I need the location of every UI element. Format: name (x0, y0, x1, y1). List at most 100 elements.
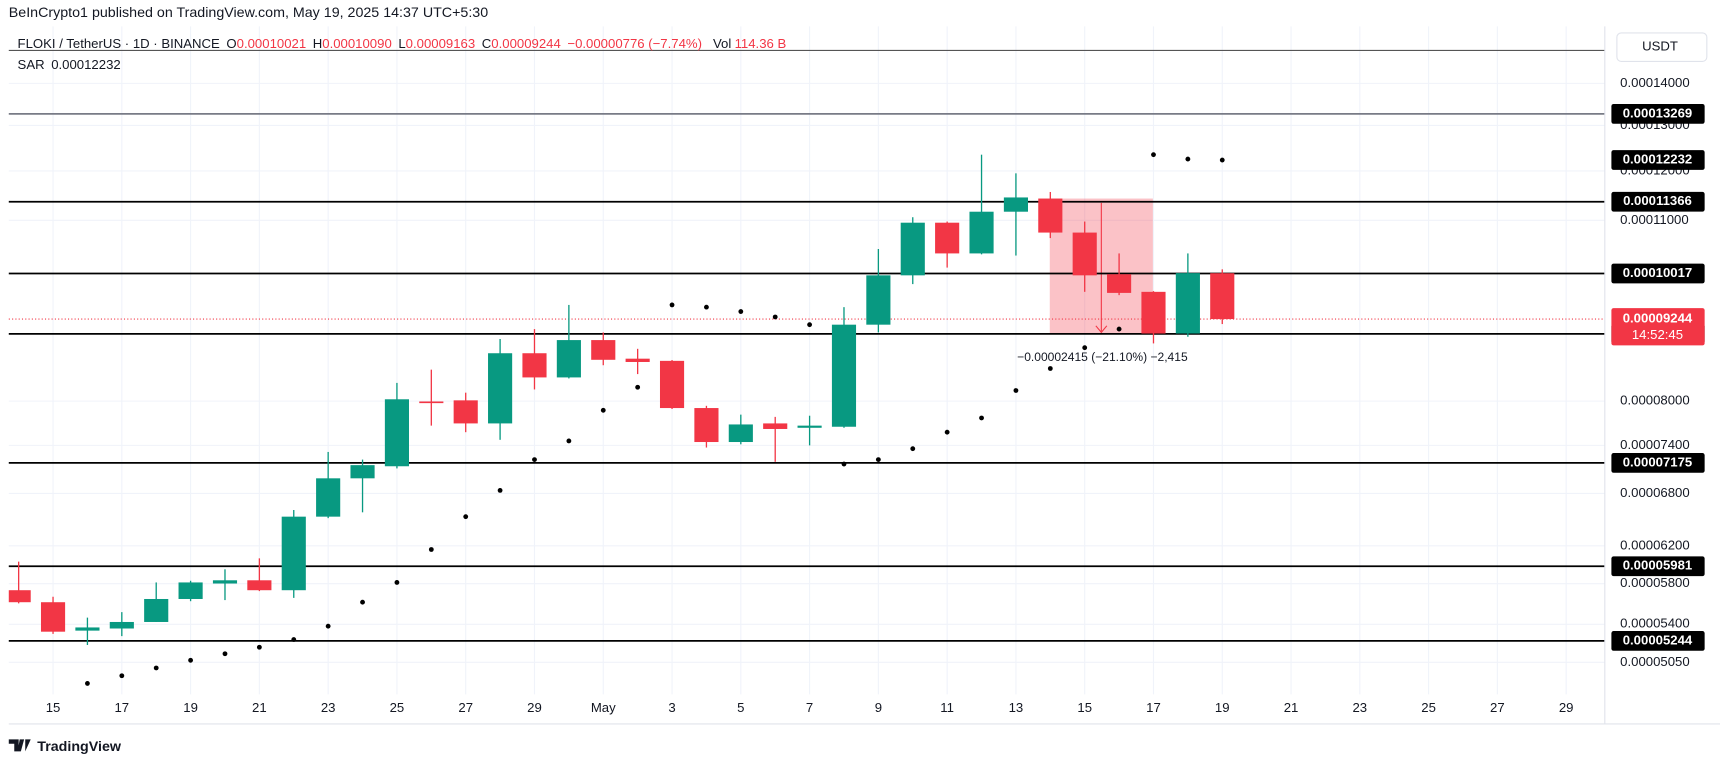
x-tick-label: May (591, 700, 616, 715)
level-label-box (1611, 103, 1705, 124)
sar-dot (153, 665, 159, 671)
candle-body (1038, 198, 1063, 233)
level-label: 0.00005981 (1623, 558, 1693, 573)
sar-dot (497, 487, 503, 493)
marks (8, 152, 1235, 686)
level-label-box (1611, 631, 1705, 651)
x-tick-label: 27 (1490, 700, 1505, 715)
candle-body (694, 408, 719, 443)
x-tick-label: 7 (806, 700, 813, 715)
sar-dot (256, 644, 262, 650)
sar-dot (738, 309, 744, 314)
level-label: 0.00013269 (1623, 105, 1693, 120)
candle-body (1107, 274, 1132, 293)
candle-body (419, 401, 444, 404)
candle-body (522, 353, 547, 378)
sar-dot (944, 429, 950, 435)
currency[interactable]: USDT (1642, 39, 1678, 54)
y-tick-label: 0.00005400 (1620, 616, 1690, 631)
candle-body (935, 222, 960, 254)
candle-body (797, 425, 822, 428)
candle-body (247, 580, 272, 591)
candle-body (659, 360, 685, 409)
candle-body (488, 353, 513, 424)
ohlc-value: 0.00010090 (322, 36, 392, 51)
x-tick-label: 23 (321, 700, 336, 715)
level-label-box (1611, 263, 1705, 284)
candle-body (1003, 197, 1028, 212)
x-tick-label: 15 (1077, 700, 1092, 715)
brand-logo (8, 739, 31, 752)
level-label-box (1611, 453, 1705, 473)
y-tick-label: 0.00014000 (1620, 75, 1690, 90)
sar-dot (910, 446, 916, 452)
sar-dot (85, 680, 90, 686)
candle-body (350, 465, 375, 479)
x-tick-label: 29 (1559, 700, 1574, 715)
candle-body (556, 340, 581, 378)
sar-dot (875, 457, 881, 463)
symbol: FLOKI / TetherUS · 1D · BINANCE (18, 36, 220, 51)
candle-body (384, 399, 409, 467)
currency-box[interactable] (1616, 32, 1708, 62)
sar-label: 0.00012232 (1623, 152, 1693, 167)
sar-dot (188, 657, 194, 663)
x-tick-label: 13 (1009, 700, 1024, 715)
x-tick-label: 25 (390, 700, 405, 715)
sar-dot (600, 407, 606, 413)
candle-body (591, 340, 616, 360)
sar-dot (979, 415, 984, 421)
price-label: 0.00009244 (1623, 311, 1693, 326)
ohlc-key: H (313, 36, 323, 51)
x-tick-label: 3 (668, 700, 675, 715)
change: −0.00000776 (−7.74%) (567, 36, 702, 51)
level-label-box (1611, 191, 1705, 212)
ohlc-value: 0.00010021 (237, 36, 307, 51)
ohlc-value: 0.00009244 (491, 36, 561, 51)
x-tick-label: 19 (1215, 700, 1230, 715)
y-tick-label: 0.00006200 (1620, 537, 1690, 552)
level-label: 0.00005244 (1623, 632, 1693, 647)
x-tick-label: 23 (1352, 700, 1367, 715)
level-label-box (1611, 556, 1705, 577)
sar-dot (1219, 157, 1225, 163)
candle-body (75, 627, 100, 631)
sar-dot (807, 322, 813, 328)
ohlc-key: C (482, 36, 492, 51)
candle-body (831, 324, 857, 427)
sar-dot (325, 623, 331, 629)
ohlc-key: O (226, 36, 236, 51)
sar-dot (669, 302, 675, 308)
sar-dot (635, 384, 641, 390)
candle-body (866, 275, 891, 325)
sar-dot (1116, 326, 1122, 332)
countdown: 14:52:45 (1632, 327, 1683, 342)
measure-arrow-head (1095, 325, 1108, 334)
candle-body (1175, 273, 1200, 334)
candle-body (1210, 273, 1235, 320)
brand: TradingView (37, 739, 122, 755)
sar-dot (463, 514, 469, 520)
sar-dot (1082, 345, 1088, 351)
x-tick-label: 21 (1284, 700, 1299, 715)
indicator-legend: SAR 0.00012232 (18, 57, 121, 72)
volume-key: Vol (713, 36, 731, 51)
sar-dot (566, 438, 572, 444)
candle-body (316, 478, 341, 517)
y-tick-label: 0.00008000 (1620, 393, 1690, 408)
candle-body (763, 423, 788, 429)
sar-dot (360, 599, 365, 605)
axis: 0.000140000.000130000.000120000.00011000… (46, 75, 1705, 715)
symbol-legend: FLOKI / TetherUS · 1D · BINANCE O0.000100… (18, 36, 787, 51)
candle-body (1141, 291, 1166, 334)
indicator-value: 0.00012232 (51, 57, 121, 72)
indicator-key: SAR (18, 57, 45, 72)
x-tick-label: 27 (458, 700, 473, 715)
level-label: 0.00010017 (1623, 265, 1693, 280)
x-tick-label: 9 (875, 700, 882, 715)
sar-dot (222, 651, 228, 657)
sar-dot (394, 580, 400, 585)
